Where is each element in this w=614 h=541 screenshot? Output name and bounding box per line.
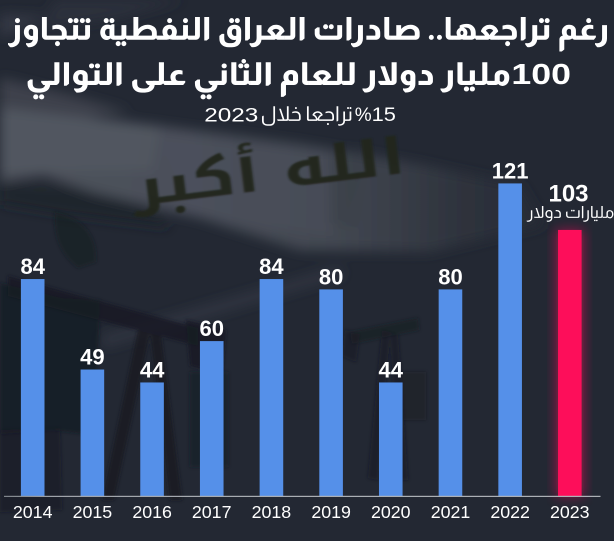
- svg-text:2023: 2023: [550, 502, 590, 522]
- svg-text:2019: 2019: [311, 502, 351, 522]
- svg-text:2016: 2016: [132, 502, 172, 522]
- svg-text:2021: 2021: [431, 502, 471, 522]
- svg-text:80: 80: [438, 264, 462, 289]
- svg-text:%: %: [355, 105, 372, 126]
- svg-text:121: 121: [492, 158, 529, 183]
- svg-text:2014: 2014: [13, 502, 53, 522]
- svg-text:2018: 2018: [252, 502, 292, 522]
- svg-text:49: 49: [80, 345, 104, 370]
- svg-text:2023: 2023: [204, 104, 258, 126]
- svg-text:84: 84: [20, 254, 45, 279]
- svg-text:60: 60: [199, 316, 223, 341]
- svg-text:44: 44: [140, 358, 165, 383]
- svg-text:44: 44: [379, 358, 404, 383]
- svg-text:15: 15: [372, 104, 396, 125]
- svg-text:2020: 2020: [371, 502, 411, 522]
- svg-text:2022: 2022: [490, 502, 530, 522]
- svg-text:2015: 2015: [73, 502, 113, 522]
- svg-text:2017: 2017: [192, 502, 232, 522]
- svg-text:103: 103: [548, 180, 588, 207]
- svg-text:84: 84: [259, 254, 284, 279]
- svg-text:80: 80: [319, 264, 343, 289]
- svg-text:100: 100: [511, 58, 571, 90]
